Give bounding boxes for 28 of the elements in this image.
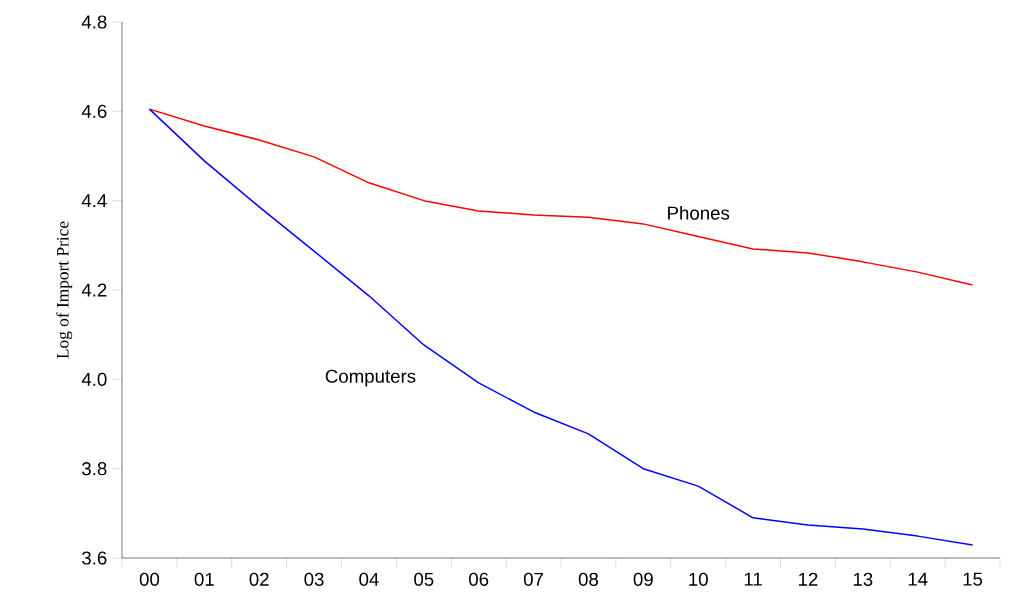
y-tick-label: 3.8 bbox=[82, 462, 107, 476]
y-tick-label: 3.6 bbox=[82, 551, 107, 565]
x-tick-label: 06 bbox=[469, 572, 489, 586]
y-tick-label: 4.4 bbox=[81, 194, 107, 208]
x-tick-label: 03 bbox=[304, 572, 324, 586]
x-tick-label: 13 bbox=[853, 572, 873, 586]
x-tick-label: 00 bbox=[139, 572, 160, 586]
line-series bbox=[148, 108, 974, 546]
x-tick-label: 08 bbox=[578, 572, 599, 586]
line-series bbox=[148, 108, 974, 286]
y-tick-label: 4.6 bbox=[81, 104, 107, 118]
x-tick-label: 11 bbox=[744, 572, 762, 586]
x-tick-label: 15 bbox=[963, 572, 983, 586]
series-label: Phones bbox=[668, 205, 730, 220]
x-tick-label: 09 bbox=[633, 572, 653, 586]
y-tick-label: 4.2 bbox=[81, 283, 107, 297]
x-tick-label: 04 bbox=[359, 572, 379, 586]
x-tick-label: 05 bbox=[414, 572, 434, 586]
series-label: Computers bbox=[325, 369, 416, 387]
x-tick-label: 12 bbox=[798, 572, 818, 586]
y-tick-label: 4.8 bbox=[81, 15, 107, 29]
x-tick-label: 01 bbox=[194, 572, 214, 586]
x-tick-label: 02 bbox=[249, 572, 269, 586]
x-tick-label: 14 bbox=[908, 572, 928, 586]
x-tick-label: 10 bbox=[689, 572, 708, 586]
y-axis-title: Log of Import Price bbox=[56, 221, 73, 359]
y-tick-label: 4.0 bbox=[81, 372, 107, 386]
x-tick-label: 07 bbox=[523, 572, 544, 586]
